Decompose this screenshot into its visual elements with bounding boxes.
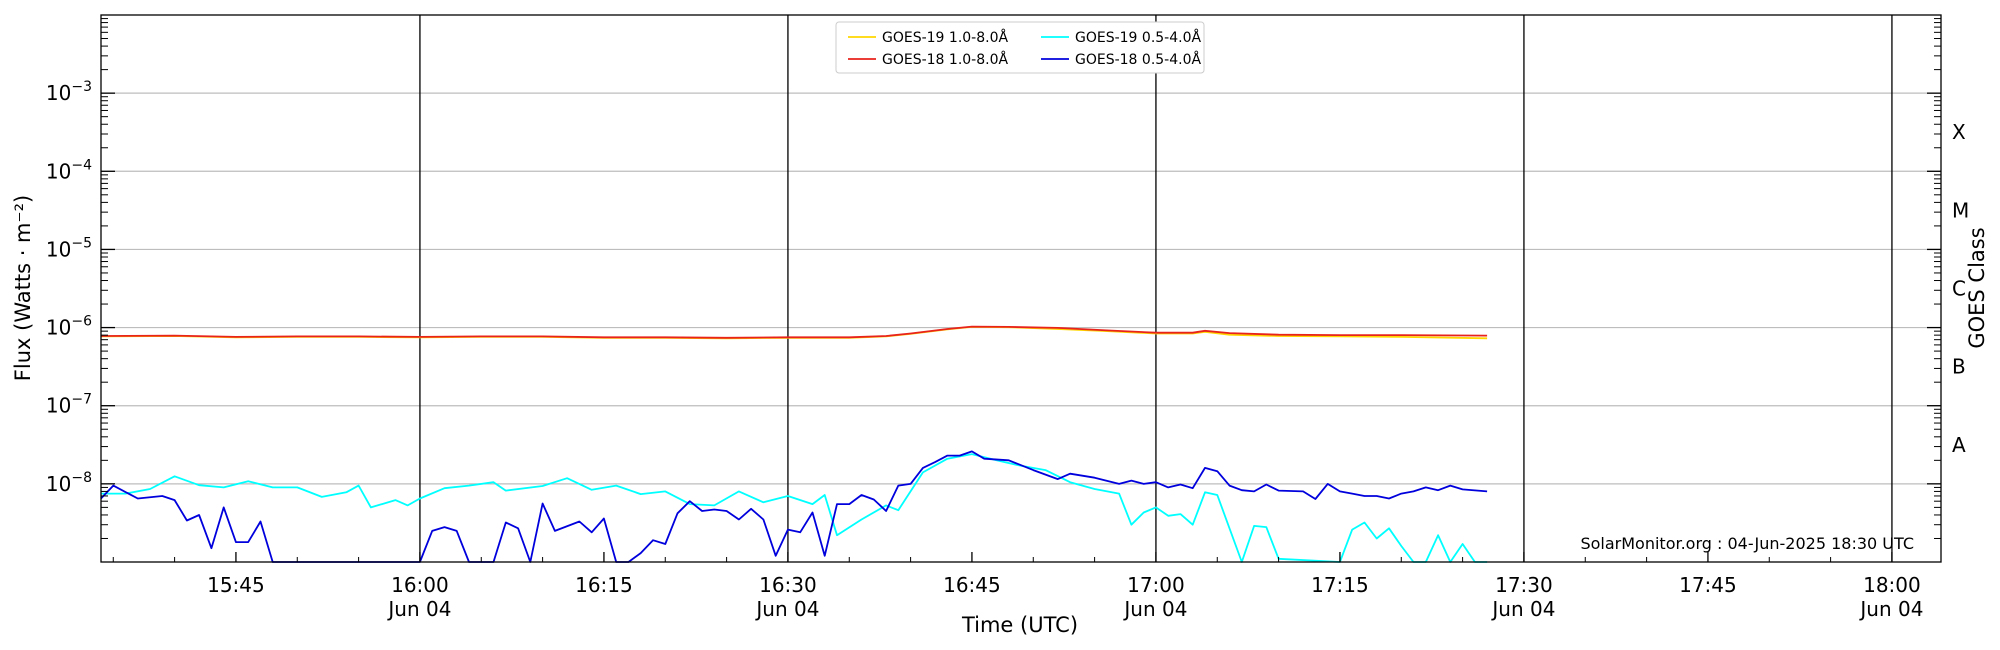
- x-tick-date: Jun 04: [386, 597, 451, 621]
- x-tick-date: Jun 04: [1122, 597, 1187, 621]
- x-tick-time: 17:00: [1127, 573, 1185, 597]
- legend-label: GOES-18 0.5-4.0Å: [1075, 51, 1201, 68]
- y-axis-title: Flux (Watts · m⁻²): [11, 195, 35, 381]
- x-tick-time: 16:45: [943, 573, 1001, 597]
- day-vertical-lines: [419, 15, 1893, 562]
- x-tick-time: 16:15: [575, 573, 633, 597]
- x-axis-title: Time (UTC): [961, 613, 1078, 637]
- x-tick-time: 15:45: [207, 573, 265, 597]
- y-tick-labels: 10−8 10−7 10−6 10−5 10−4 10−3: [46, 79, 92, 496]
- y-tick-label: 10−8: [46, 470, 92, 496]
- goes-class-labels: A B C M X: [1952, 120, 1969, 457]
- goes-class-label: B: [1952, 355, 1966, 379]
- legend-label: GOES-18 1.0-8.0Å: [882, 51, 1008, 68]
- legend-label: GOES-19 1.0-8.0Å: [882, 29, 1008, 46]
- series-line: [100, 325, 1488, 339]
- y-tick-label: 10−5: [46, 235, 92, 261]
- series-lines: [100, 325, 1488, 563]
- legend: GOES-19 1.0-8.0Å GOES-18 1.0-8.0Å GOES-19 …: [835, 21, 1205, 74]
- x-tick-time: 16:00: [391, 573, 449, 597]
- goes-class-label: X: [1952, 120, 1966, 144]
- x-tick-time: 17:30: [1495, 573, 1553, 597]
- y-tick-label: 10−7: [46, 392, 92, 418]
- x-tick-date: Jun 04: [754, 597, 819, 621]
- series-line: [101, 453, 1488, 563]
- goes-class-label: A: [1952, 433, 1966, 457]
- y-tick-label: 10−6: [46, 314, 92, 340]
- y-tick-label: 10−4: [46, 157, 92, 183]
- axis-ticks: [101, 18, 1941, 562]
- goes-class-label: M: [1952, 198, 1969, 222]
- legend-label: GOES-19 0.5-4.0Å: [1075, 29, 1201, 46]
- x-tick-date: Jun 04: [1858, 597, 1923, 621]
- x-tick-date: Jun 04: [1490, 597, 1555, 621]
- grid-lines: [101, 92, 1941, 485]
- x-tick-time: 17:45: [1679, 573, 1737, 597]
- x-tick-time: 16:30: [759, 573, 817, 597]
- x-tick-time: 17:15: [1311, 573, 1369, 597]
- legend-box: [835, 21, 1205, 74]
- x-tick-time: 18:00: [1863, 573, 1921, 597]
- right-axis-title: GOES Class: [1965, 227, 1989, 348]
- credit-text: SolarMonitor.org : 04-Jun-2025 18:30 UTC: [1580, 534, 1914, 553]
- plot-frame: [100, 14, 1942, 563]
- series-line: [100, 450, 1488, 563]
- goes-class-label: C: [1952, 277, 1966, 301]
- y-tick-label: 10−3: [46, 79, 92, 105]
